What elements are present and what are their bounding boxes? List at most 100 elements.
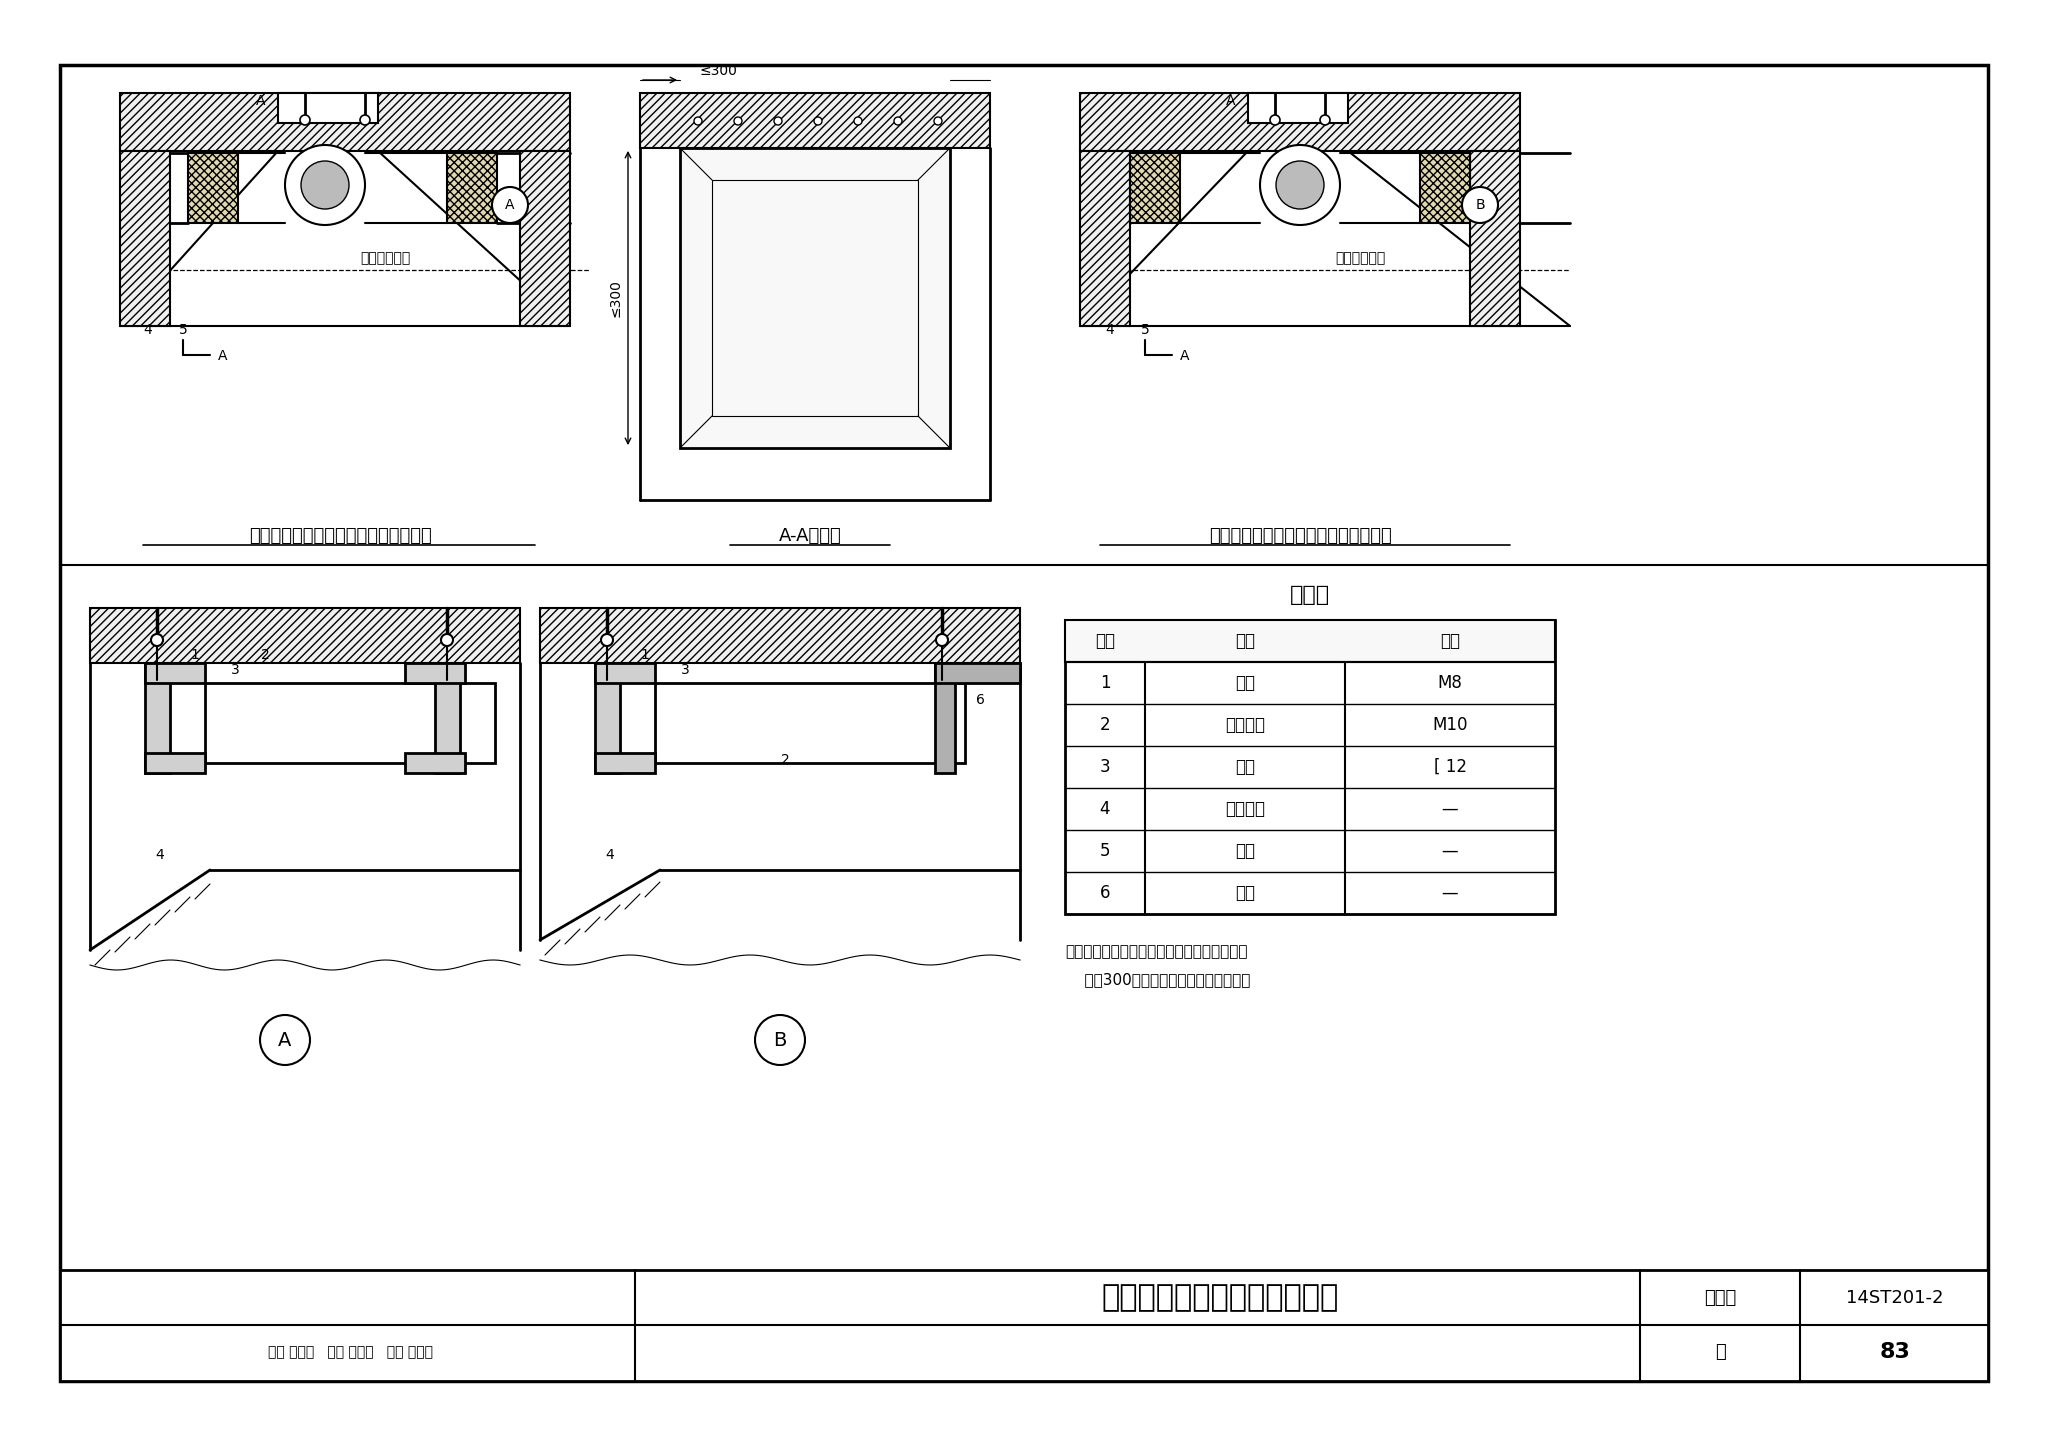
Bar — [188, 153, 238, 223]
Bar — [1079, 150, 1130, 325]
Circle shape — [854, 117, 862, 124]
Bar — [596, 753, 655, 774]
Bar — [188, 153, 238, 223]
Bar — [59, 1270, 1989, 1381]
Text: 槽钢: 槽钢 — [1235, 758, 1255, 777]
Bar — [639, 93, 989, 147]
Bar — [1130, 153, 1180, 223]
Text: 2: 2 — [780, 753, 788, 766]
Text: 膨胀螺栓: 膨胀螺栓 — [1225, 716, 1266, 735]
Text: B: B — [774, 1031, 786, 1050]
Text: 4: 4 — [606, 847, 614, 862]
Bar — [1065, 620, 1554, 914]
Bar — [446, 153, 498, 223]
Text: 大于300，四角部位应设有膨胀螺栓。: 大于300，四角部位应设有膨胀螺栓。 — [1065, 972, 1251, 988]
Bar — [655, 683, 965, 763]
Circle shape — [733, 117, 741, 124]
Circle shape — [301, 161, 348, 210]
Bar — [121, 93, 569, 150]
Bar — [1247, 93, 1348, 123]
Text: 轨顶结构风道: 轨顶结构风道 — [360, 252, 410, 265]
Text: 编号: 编号 — [1096, 632, 1114, 651]
Text: 图集号: 图集号 — [1704, 1288, 1737, 1307]
Text: 5: 5 — [178, 322, 186, 337]
Circle shape — [936, 633, 948, 646]
Text: 轨顶排热风管与结构风道连接: 轨顶排热风管与结构风道连接 — [1102, 1284, 1339, 1313]
Bar — [596, 664, 621, 774]
Circle shape — [600, 633, 612, 646]
Text: 14ST201-2: 14ST201-2 — [1845, 1288, 1944, 1307]
Bar — [406, 664, 465, 683]
Bar — [145, 664, 170, 774]
Text: 材料表: 材料表 — [1290, 586, 1329, 604]
Circle shape — [260, 1015, 309, 1066]
Bar — [1419, 153, 1470, 223]
Text: 83: 83 — [1880, 1342, 1911, 1362]
Text: 螺栓: 螺栓 — [1235, 674, 1255, 693]
Circle shape — [1321, 116, 1329, 124]
Bar — [639, 93, 989, 147]
Circle shape — [1270, 116, 1280, 124]
Bar — [205, 683, 496, 763]
Text: 4: 4 — [1106, 322, 1114, 337]
Text: —: — — [1442, 884, 1458, 902]
Text: 3: 3 — [680, 664, 690, 677]
Circle shape — [1462, 187, 1497, 223]
Circle shape — [813, 117, 821, 124]
Bar — [1079, 150, 1130, 325]
Text: 金属风管: 金属风管 — [1225, 800, 1266, 818]
Bar — [1130, 153, 1180, 223]
Bar — [1079, 93, 1520, 150]
Bar — [90, 607, 520, 664]
Text: A: A — [256, 94, 266, 108]
Text: 2: 2 — [260, 648, 270, 662]
Text: 4: 4 — [1100, 800, 1110, 818]
Circle shape — [360, 116, 371, 124]
Text: ≤300: ≤300 — [700, 64, 737, 78]
Bar — [936, 664, 1020, 683]
Text: ≤300: ≤300 — [608, 279, 623, 317]
Bar — [936, 664, 954, 774]
Bar — [713, 179, 918, 416]
Circle shape — [440, 633, 453, 646]
Bar — [121, 150, 170, 325]
Bar — [520, 150, 569, 325]
Circle shape — [152, 633, 164, 646]
Bar — [121, 93, 569, 150]
Text: 4: 4 — [143, 322, 152, 337]
Bar — [1065, 620, 1554, 662]
Bar — [145, 664, 205, 683]
Text: 3: 3 — [231, 664, 240, 677]
Bar — [406, 753, 465, 774]
Circle shape — [299, 116, 309, 124]
Text: 4: 4 — [156, 847, 164, 862]
Text: 6: 6 — [1100, 884, 1110, 902]
Circle shape — [1276, 161, 1323, 210]
Circle shape — [756, 1015, 805, 1066]
Text: 软接: 软接 — [1235, 842, 1255, 860]
Text: 名称: 名称 — [1235, 632, 1255, 651]
Bar — [1470, 150, 1520, 325]
Text: 轨顶结构风道: 轨顶结构风道 — [1335, 252, 1384, 265]
Bar — [541, 607, 1020, 664]
Bar — [279, 93, 379, 123]
Bar — [541, 607, 1020, 664]
Circle shape — [492, 187, 528, 223]
Text: 5: 5 — [1141, 322, 1149, 337]
Text: 页: 页 — [1714, 1343, 1724, 1361]
Text: 风管与结构风道连接方式（一）立面图: 风管与结构风道连接方式（一）立面图 — [248, 526, 432, 545]
Bar — [434, 664, 461, 774]
Bar — [1470, 150, 1520, 325]
Text: 2: 2 — [1100, 716, 1110, 735]
Text: A: A — [1227, 94, 1235, 108]
Bar — [596, 664, 655, 683]
Bar — [1419, 153, 1470, 223]
Bar — [1079, 93, 1520, 150]
Bar — [145, 753, 205, 774]
Text: [ 12: [ 12 — [1434, 758, 1466, 777]
Text: M8: M8 — [1438, 674, 1462, 693]
Text: A: A — [1180, 348, 1190, 363]
Circle shape — [1260, 145, 1339, 226]
Text: 审核 赵国栋   校对 赵东明   设计 刘建魁: 审核 赵国栋 校对 赵东明 设计 刘建魁 — [268, 1345, 432, 1359]
Circle shape — [285, 145, 365, 226]
